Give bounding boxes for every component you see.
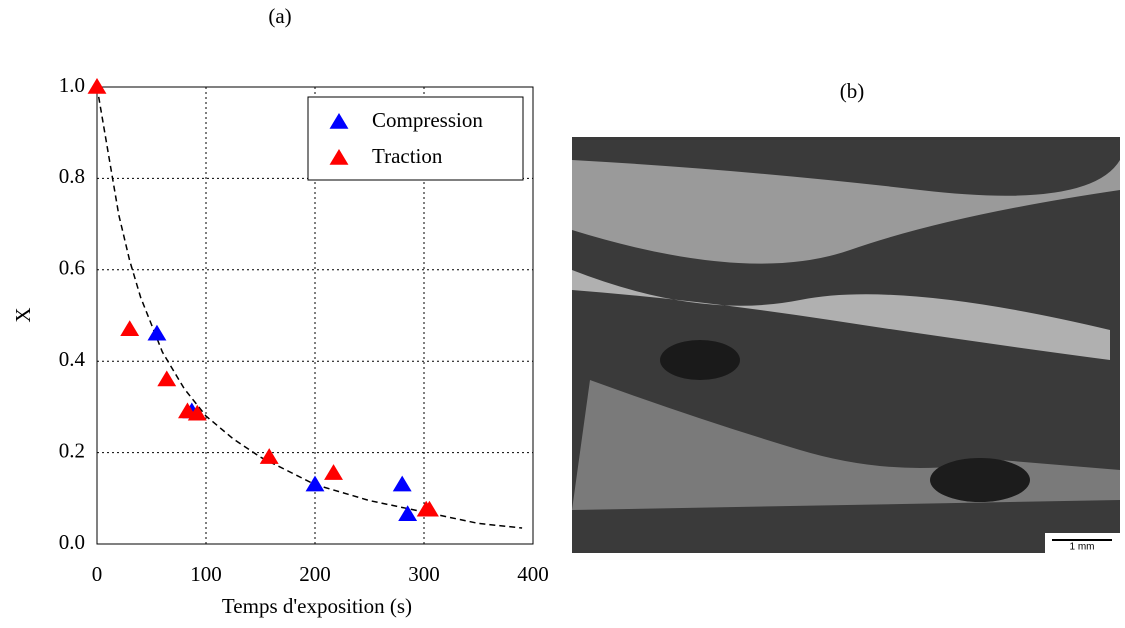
legend-label: Traction	[372, 144, 443, 168]
panel-a-title: (a)	[268, 4, 291, 28]
marker	[120, 320, 140, 336]
fiber-bundle	[572, 270, 1110, 360]
y-tick-label: 0.6	[59, 256, 85, 280]
legend-box	[307, 96, 524, 181]
fit-curve	[96, 86, 523, 529]
plot-frame	[96, 86, 534, 545]
panel-b-title: (b)	[840, 79, 865, 103]
y-tick-label: 0.2	[59, 438, 85, 462]
marker	[157, 370, 177, 387]
fiber-bundle	[572, 160, 1120, 264]
photo-panel: (b) 1 mm	[572, 79, 1120, 553]
scale-bar-label: 1 mm	[1070, 542, 1095, 553]
void	[930, 458, 1030, 502]
x-tick-label: 100	[190, 562, 222, 586]
marker	[259, 448, 279, 464]
scale-bar-box	[1045, 533, 1120, 553]
marker	[398, 505, 418, 522]
x-axis-label: Temps d'exposition (s)	[222, 594, 412, 618]
y-tick-label: 1.0	[59, 73, 85, 97]
x-tick-label: 300	[408, 562, 440, 586]
x-tick-label: 200	[299, 562, 331, 586]
y-tick-label: 0.8	[59, 164, 85, 188]
marker	[305, 475, 325, 492]
y-tick-label: 0.0	[59, 530, 85, 554]
y-axis-label: X	[11, 307, 35, 322]
legend-marker	[329, 113, 349, 129]
x-tick-label: 0	[92, 562, 103, 586]
marker	[187, 404, 207, 421]
marker	[147, 324, 167, 341]
x-tick-label: 400	[517, 562, 549, 586]
marker	[392, 475, 412, 492]
marker	[420, 500, 439, 517]
marker	[87, 78, 107, 94]
legend-label: Compression	[372, 108, 483, 132]
legend-marker	[329, 149, 349, 165]
y-tick-label: 0.4	[59, 347, 86, 371]
marker	[324, 464, 343, 480]
void	[660, 340, 740, 380]
